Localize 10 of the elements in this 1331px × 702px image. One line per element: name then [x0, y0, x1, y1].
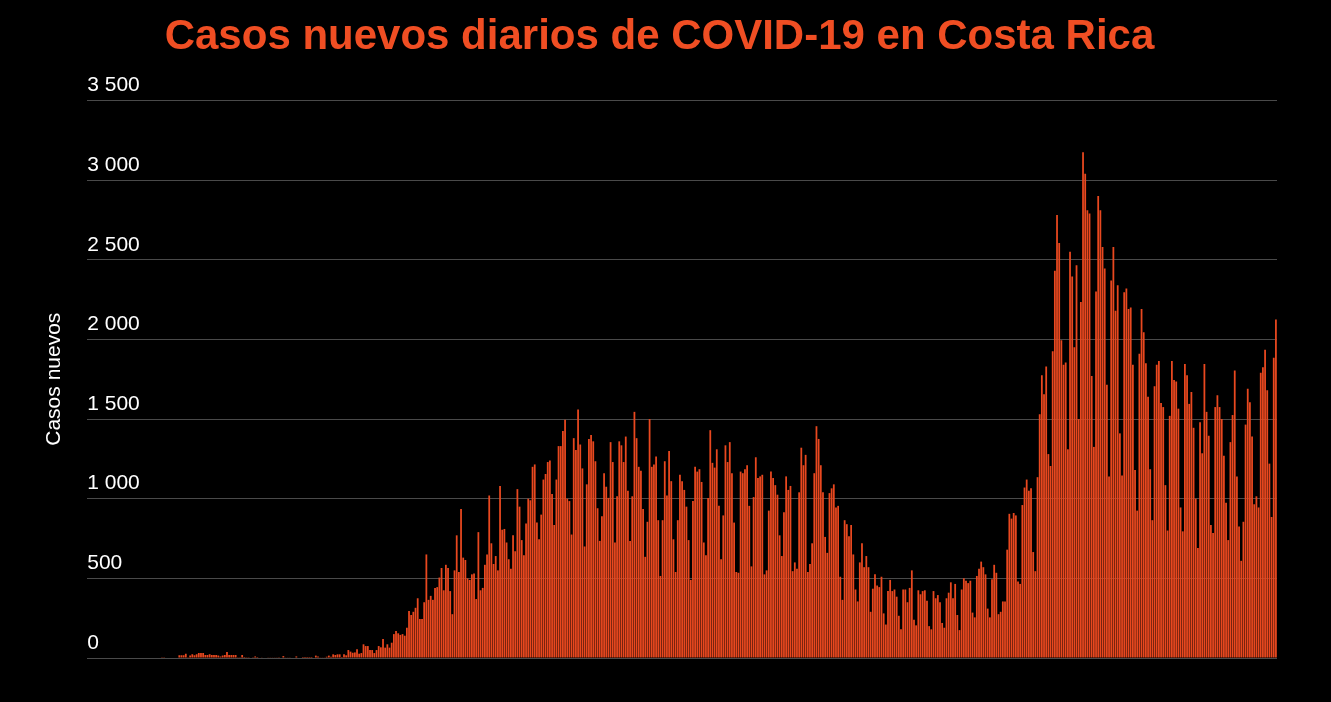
y-axis-title: Casos nuevos — [41, 312, 65, 446]
y-tick-label: 2 500 — [87, 231, 140, 255]
chart-title: Casos nuevos diarios de COVID-19 en Costa Rica — [164, 10, 1155, 58]
y-tick-label: 1 500 — [87, 390, 140, 414]
y-tick-label: 3 500 — [87, 72, 140, 96]
y-tick-label: 3 000 — [87, 151, 140, 175]
y-tick-label: 500 — [87, 550, 123, 574]
y-tick-label: 1 000 — [87, 470, 140, 494]
y-tick-label: 2 000 — [87, 311, 140, 335]
y-tick-label: 0 — [87, 629, 99, 653]
